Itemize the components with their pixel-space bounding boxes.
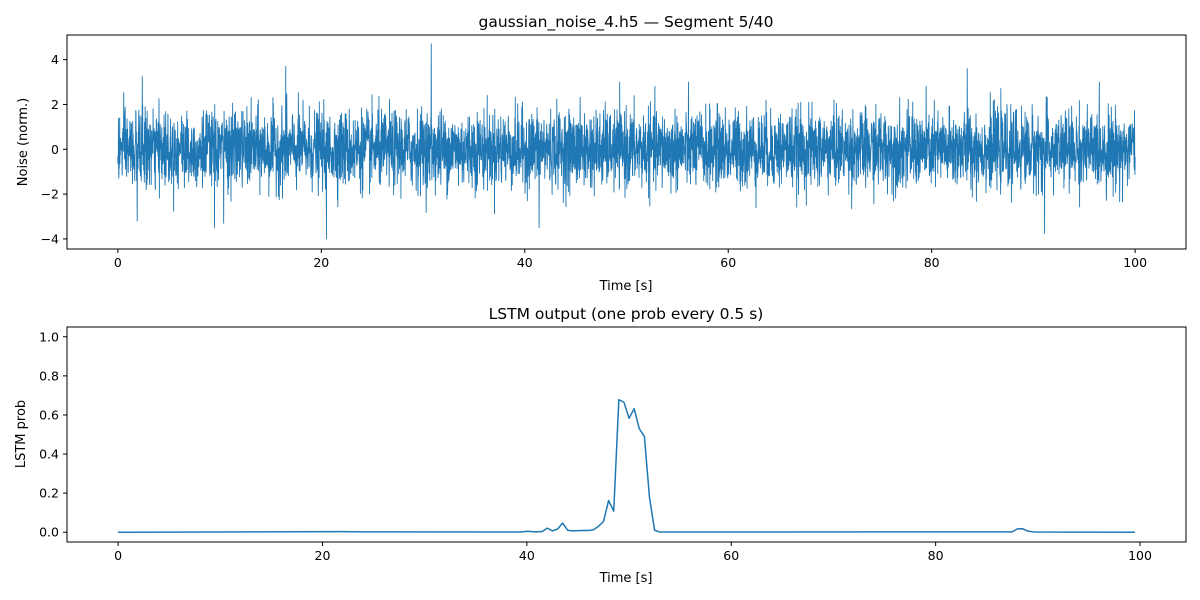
noise-axes-frame <box>66 34 1187 250</box>
y-tick-label: 4 <box>51 52 59 67</box>
lstm-x-axis-label: Time [s] <box>599 571 653 586</box>
noise-y-ticks: −4 −2 0 2 4 <box>41 52 67 246</box>
y-tick-label: 0.0 <box>39 525 59 540</box>
y-tick-label: 0.8 <box>39 368 59 383</box>
y-tick-label: 0.6 <box>39 407 59 422</box>
noise-x-axis-label: Time [s] <box>599 279 653 294</box>
x-tick-label: 60 <box>720 255 736 270</box>
lstm-y-ticks: 0.0 0.2 0.4 0.6 0.8 1.0 <box>39 329 67 540</box>
y-tick-label: −2 <box>41 187 59 202</box>
lstm-chart-title: LSTM output (one prob every 0.5 s) <box>489 305 764 323</box>
lstm-plot-area <box>118 398 1135 533</box>
noise-chart: gaussian_noise_4.h5 — Segment 5/40 0 20 40… <box>16 13 1187 294</box>
x-tick-label: 0 <box>114 255 122 270</box>
x-tick-label: 20 <box>315 548 331 563</box>
x-tick-label: 0 <box>114 548 122 563</box>
x-tick-label: 80 <box>928 548 944 563</box>
y-tick-label: 0 <box>51 142 59 157</box>
lstm-y-axis-label: LSTM prob <box>14 400 29 468</box>
x-tick-label: 80 <box>924 255 940 270</box>
x-tick-label: 40 <box>517 255 533 270</box>
lstm-axes-frame <box>66 326 1187 543</box>
x-tick-label: 100 <box>1123 255 1147 270</box>
y-tick-label: 2 <box>51 97 59 112</box>
x-tick-label: 60 <box>723 548 739 563</box>
y-tick-label: 0.2 <box>39 486 59 501</box>
x-tick-label: 40 <box>519 548 535 563</box>
lstm-chart: LSTM output (one prob every 0.5 s) 0 20 40… <box>14 305 1187 586</box>
noise-y-axis-label: Noise (norm.) <box>16 98 31 186</box>
lstm-prob-series-line <box>118 398 1135 533</box>
noise-series-line <box>117 43 1136 240</box>
x-tick-label: 100 <box>1128 548 1152 563</box>
lstm-x-ticks: 0 20 40 60 80 100 <box>114 542 1152 563</box>
y-tick-label: −4 <box>41 231 59 246</box>
noise-x-ticks: 0 20 40 60 80 100 <box>114 249 1147 270</box>
y-tick-label: 0.4 <box>39 447 59 462</box>
noise-plot-area <box>117 43 1136 240</box>
y-tick-label: 1.0 <box>39 329 59 344</box>
x-tick-label: 20 <box>313 255 329 270</box>
noise-chart-title: gaussian_noise_4.h5 — Segment 5/40 <box>479 13 774 32</box>
